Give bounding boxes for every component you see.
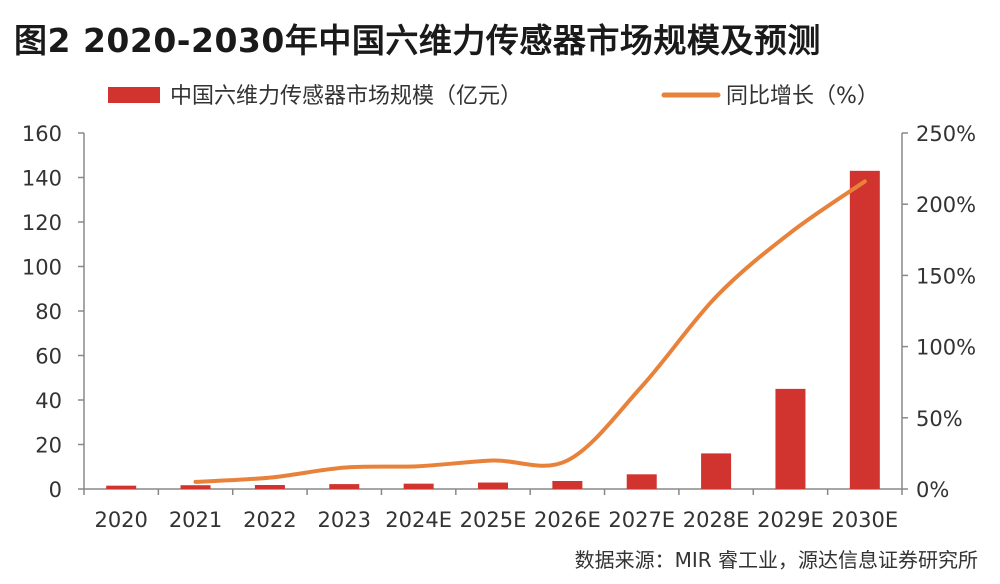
bar-2021 (180, 485, 211, 489)
bar-2028E (701, 453, 732, 489)
x-tick-label: 2027E (608, 508, 675, 532)
x-tick-label: 2028E (683, 508, 750, 532)
x-tick-label: 2025E (460, 508, 527, 532)
x-tick-label: 2022 (243, 508, 296, 532)
left-tick-label: 120 (22, 211, 62, 235)
right-tick-label: 100% (916, 336, 976, 360)
x-axis-labels: 2020 2021 2022 2023 2024E 2025E 2026E 2027E 2028… (94, 508, 898, 532)
left-tick-label: 160 (22, 122, 62, 146)
legend-line-label: 同比增长（%） (726, 84, 879, 109)
growth-line (193, 179, 867, 484)
left-tick-label: 60 (35, 345, 62, 369)
source-note: 数据来源：MIR 睿工业，源达信息证券研究所 (574, 548, 978, 572)
left-tick-label: 0 (49, 478, 62, 502)
right-tick-label: 150% (916, 264, 976, 288)
bar-2020 (106, 485, 137, 489)
x-tick-label: 2030E (831, 508, 898, 532)
legend: 中国六维力传感器市场规模（亿元） 同比增长（%） (108, 84, 879, 109)
legend-bar-swatch (108, 87, 160, 103)
left-tick-label: 80 (35, 300, 62, 324)
bar-2022 (254, 484, 285, 489)
x-tick-label: 2024E (385, 508, 452, 532)
right-tick-label: 0% (916, 478, 949, 502)
x-tick-label: 2021 (169, 508, 222, 532)
left-tick-label: 100 (22, 256, 62, 280)
x-tick-label: 2026E (534, 508, 601, 532)
right-tick-label: 200% (916, 193, 976, 217)
bar-2026E (552, 480, 583, 489)
x-tick-label: 2020 (94, 508, 147, 532)
bar-series (106, 170, 880, 489)
left-tick-label: 20 (35, 434, 62, 458)
bar-2023 (329, 484, 360, 489)
left-tick-label: 140 (22, 167, 62, 191)
right-tick-label: 50% (916, 407, 963, 431)
x-tick-label: 2029E (757, 508, 824, 532)
left-tick-label: 40 (35, 389, 62, 413)
right-tick-label: 250% (916, 122, 976, 146)
bar-2027E (626, 474, 657, 489)
chart-title: 图2 2020-2030年中国六维力传感器市场规模及预测 (14, 21, 821, 60)
bar-2024E (403, 483, 434, 489)
legend-bar-label: 中国六维力传感器市场规模（亿元） (170, 84, 522, 109)
bar-2030E (849, 170, 880, 489)
axes: 0 20 40 60 80 100 120 140 160 0% 50% 100% 150% 200% 25… (22, 122, 976, 502)
bar-2025E (478, 482, 508, 489)
x-tick-label: 2023 (318, 508, 371, 532)
bar-2029E (775, 388, 806, 489)
line-series (193, 179, 867, 484)
